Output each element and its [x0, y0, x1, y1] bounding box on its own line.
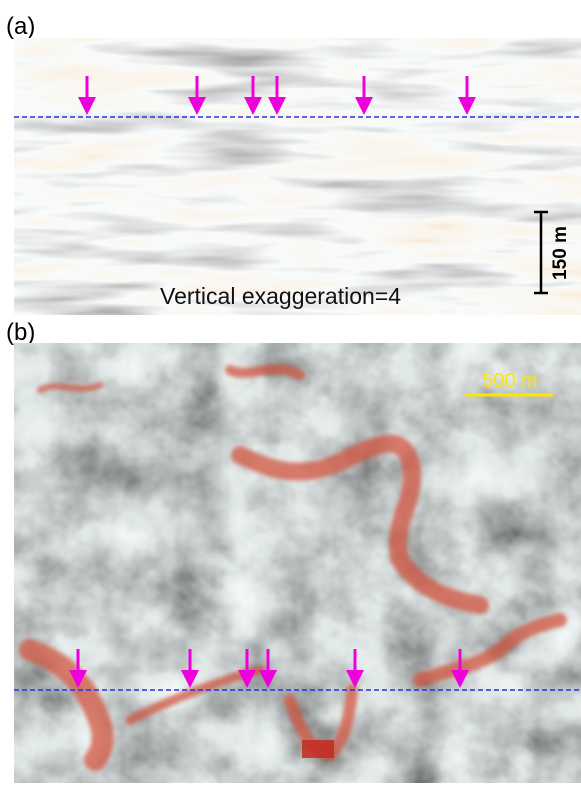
- scale-label-b: 500 m: [482, 370, 538, 392]
- panel-b-image: [14, 343, 581, 783]
- annotation: Vertical exaggeration=4: [160, 283, 401, 309]
- figure: (a) 150 m Vertical exaggeration=4 (b): [0, 0, 581, 783]
- panel-label: (b): [6, 319, 35, 346]
- scale-label-a: 150 m: [550, 226, 571, 280]
- panel-a-image: [14, 38, 581, 315]
- panel-label: (a): [6, 13, 35, 40]
